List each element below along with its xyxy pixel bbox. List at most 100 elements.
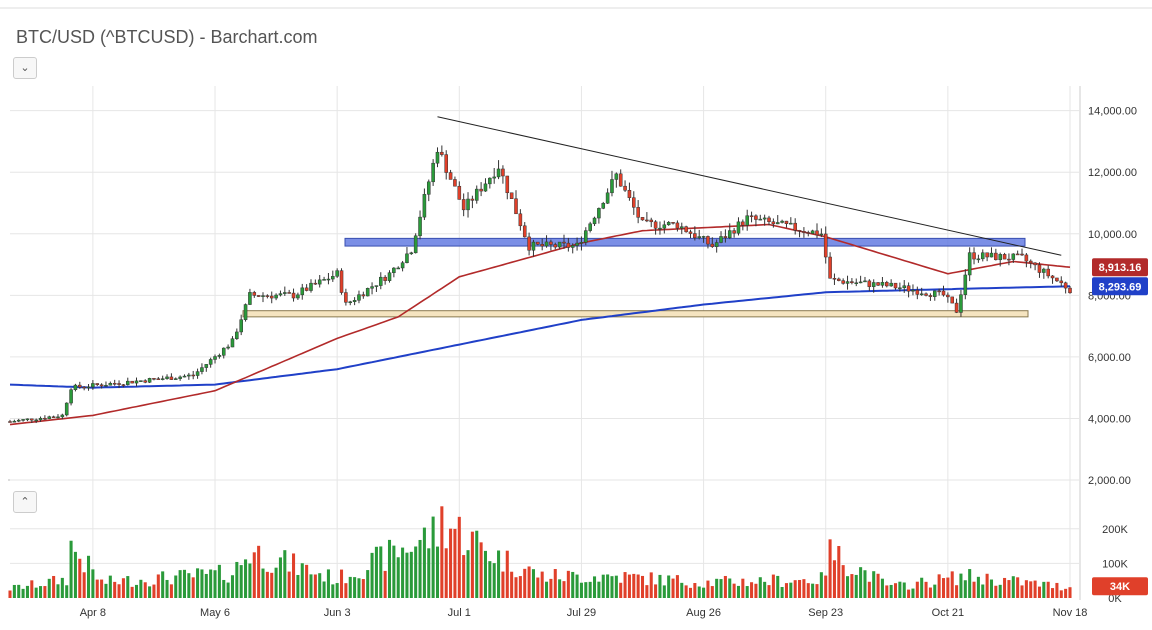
candle-body [736,221,741,234]
candle-body [317,279,322,285]
candle-body [392,267,396,273]
volume-bar [230,575,234,598]
volume-bar [104,583,108,598]
volume-bar [108,575,112,598]
volume-bar [523,568,527,598]
candle-body [147,378,152,383]
candle-body [331,276,335,280]
candle-body [38,417,43,421]
volume-bar [1033,580,1037,598]
candle-body [623,185,627,191]
candle-body [1050,275,1055,279]
collapse-main-button[interactable]: ⌄ [13,57,37,79]
candle-body [509,192,514,199]
volume-bar [558,579,562,598]
candle-body [876,282,880,286]
candle-body [710,243,715,247]
x-tick-label: Nov 18 [1053,607,1088,619]
volume-bar [34,587,38,598]
volume-bar [100,579,104,598]
x-tick-label: Jul 1 [448,607,471,619]
candle-body [653,221,658,229]
volume-bar [353,577,357,598]
volume-bar [1068,587,1072,598]
volume-bar [702,587,706,598]
volume-bar [963,580,967,598]
volume-bar [715,578,719,598]
volume-bar [706,580,710,598]
candle-body [8,421,12,423]
y-tick-label: 6,000.00 [1088,352,1131,364]
candle-body [99,384,104,387]
candle-body [278,293,283,296]
y-tick-label: 4,000.00 [1088,413,1131,425]
candle-body [217,355,222,357]
volume-bar [252,552,256,598]
candle-body [152,378,156,380]
candle-body [1042,268,1046,273]
candle-body [274,294,278,299]
candle-body [767,217,771,222]
volume-bar [732,583,736,598]
candle-body [104,384,108,387]
volume-bar [750,582,754,598]
x-axis: Apr 8 May 6 Jun 3 Jul 1 Jul 29 Aug 26 Sep 23 Oc… [80,607,1088,619]
volume-bar [235,561,239,598]
candle-body [51,416,56,418]
volume-bar [418,539,422,598]
volume-bar [326,569,330,598]
candle-body [309,282,313,291]
volume-bar [47,578,51,598]
candle-body [614,173,619,180]
candle-body [1068,287,1072,294]
volume-bar [187,573,191,598]
volume-bar [802,579,806,598]
volume-bar [497,550,501,598]
volume-bar [305,564,309,598]
candle-body [701,236,706,238]
candle-body [867,280,872,287]
candle-body [461,199,466,211]
volume-bar [610,576,614,598]
candle-body [243,304,248,320]
volume-bars [8,506,1072,598]
collapse-volume-button[interactable]: ⌃ [13,491,37,513]
volume-bar [457,516,461,598]
volume-bar [632,573,636,598]
volume-bar [662,585,666,598]
candle-body [575,242,579,246]
ma50-line [9,223,1071,426]
candle-body [400,262,405,269]
volume-bar [527,566,531,598]
candle-body [885,282,889,287]
volume-bar [65,585,69,598]
volume-bar [1055,582,1059,598]
candle-body [924,293,928,296]
candle-body [73,384,78,390]
volume-bar [283,550,287,598]
volume-bar [322,581,326,598]
volume-bar [488,561,492,598]
ma200-line [9,285,1071,389]
candle-body [640,217,645,221]
volume-bar [257,545,261,598]
volume-bar [933,584,937,598]
volume-bar [566,570,570,598]
candle-body [348,301,353,303]
candle-body [566,242,571,248]
volume-bar [793,580,797,598]
candle-body [754,215,758,220]
volume-y-tick-label: 0K [1108,593,1122,605]
volume-bar [994,585,998,598]
candle-body [16,419,21,422]
candle-body [514,198,518,215]
candle-body [488,177,492,185]
volume-bar [850,574,854,598]
volume-bar [946,577,950,598]
candle-body [221,347,226,356]
candle-body [95,383,100,386]
candle-body [832,278,837,280]
volume-bar [69,540,73,598]
volume-bar [169,584,173,598]
candle-body [383,276,387,281]
